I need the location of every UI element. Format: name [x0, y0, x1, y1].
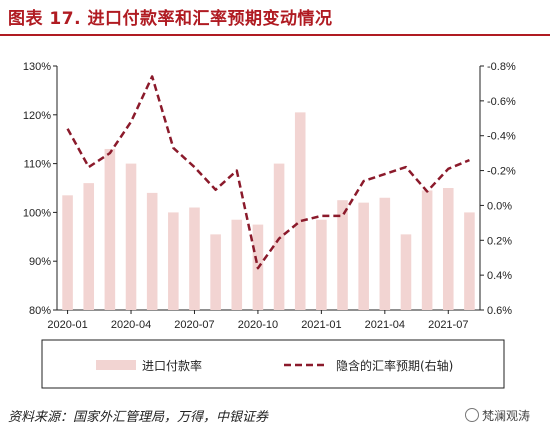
right-tick-label: -0.6%: [487, 96, 516, 108]
x-tick-label: 2020-10: [238, 319, 278, 331]
legend-bar-label: 进口付款率: [142, 358, 202, 373]
bar-import-payment-rate: [379, 197, 391, 310]
bar-import-payment-rate: [294, 112, 306, 310]
legend-bar-swatch: [96, 360, 136, 370]
bar-import-payment-rate: [358, 202, 369, 310]
x-tick-label: 2021-01: [301, 319, 341, 331]
bar-import-payment-rate: [210, 234, 221, 310]
legend-box: [41, 339, 505, 389]
right-tick-label: 0.6%: [487, 305, 512, 317]
legend-line-label: 隐含的汇率预期(右轴): [336, 358, 453, 373]
bar-import-payment-rate: [104, 148, 116, 310]
right-tick-label: -0.2%: [487, 166, 516, 178]
left-tick-label: 110%: [24, 159, 52, 171]
chart-title: 图表 17. 进口付款率和汇率预期变动情况: [8, 9, 333, 29]
left-tick-label: 120%: [23, 110, 51, 122]
bar-import-payment-rate: [146, 192, 158, 310]
source-note: 资料来源：国家外汇管理局，万得，中银证券: [8, 410, 269, 425]
bar-import-payment-rate: [62, 195, 73, 310]
x-tick-label: 2020-01: [47, 319, 87, 331]
bar-import-payment-rate: [400, 234, 412, 310]
left-tick-label: 80%: [29, 305, 51, 317]
wechat-icon: [464, 408, 479, 422]
bar-import-payment-rate: [337, 200, 348, 310]
bar-import-payment-rate: [442, 188, 454, 310]
right-tick-label: -0.4%: [487, 131, 516, 143]
bar-import-payment-rate: [421, 190, 433, 310]
watermark: 梵澜观涛: [464, 407, 530, 424]
bar-import-payment-rate: [168, 212, 179, 310]
right-tick-label: 0.2%: [487, 235, 512, 247]
title-divider: [0, 34, 550, 36]
x-tick-label: 2020-04: [111, 319, 151, 331]
x-tick-label: 2021-07: [428, 319, 468, 331]
bar-import-payment-rate: [125, 163, 137, 310]
bar-import-payment-rate: [231, 219, 243, 310]
bar-import-payment-rate: [273, 163, 285, 310]
left-tick-label: 90%: [29, 256, 51, 268]
left-tick-label: 130%: [23, 61, 51, 73]
right-tick-label: 0.4%: [487, 270, 512, 282]
x-tick-label: 2020-07: [174, 319, 214, 331]
x-tick-label: 2021-04: [365, 319, 405, 331]
bar-import-payment-rate: [464, 212, 475, 310]
watermark-text: 梵澜观涛: [481, 409, 530, 423]
left-tick-label: 100%: [23, 207, 51, 219]
right-tick-label: -0.8%: [487, 61, 516, 73]
line-implied-fx-expectation: [66, 75, 470, 270]
bar-import-payment-rate: [316, 219, 327, 310]
bar-import-payment-rate: [189, 207, 200, 310]
right-tick-label: 0.0%: [487, 200, 512, 212]
bar-import-payment-rate: [83, 183, 95, 310]
